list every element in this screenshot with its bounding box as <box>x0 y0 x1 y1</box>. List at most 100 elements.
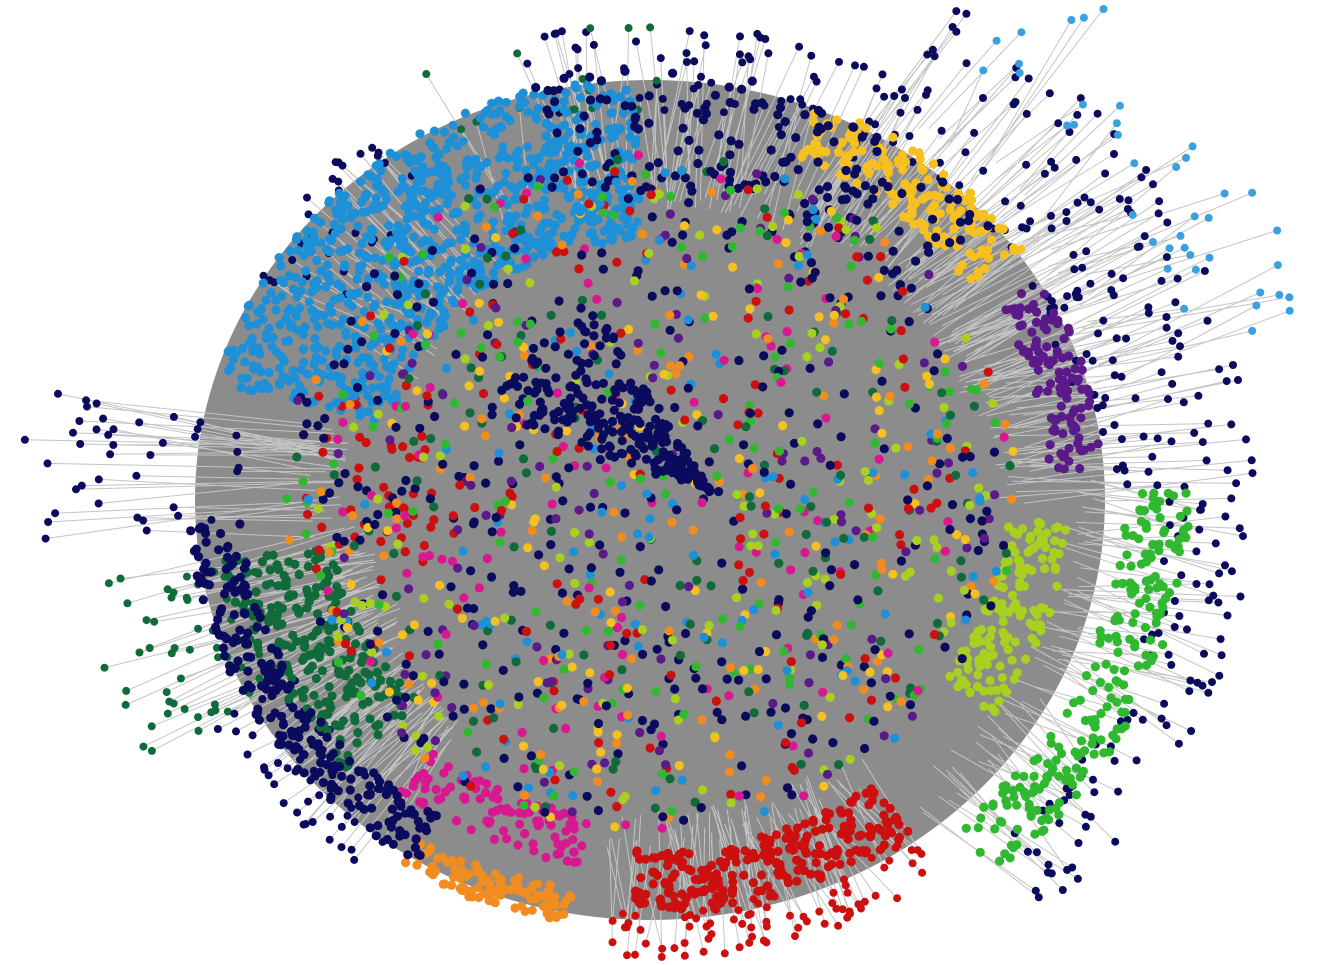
node <box>1047 297 1056 306</box>
node <box>579 111 589 121</box>
node <box>147 722 156 731</box>
node <box>306 735 316 745</box>
node <box>356 690 366 700</box>
node <box>392 695 402 705</box>
node <box>979 686 989 696</box>
node <box>686 866 696 876</box>
node <box>908 158 917 167</box>
node <box>496 527 506 537</box>
node <box>612 738 622 749</box>
node <box>274 759 282 767</box>
node <box>397 711 407 721</box>
node <box>260 379 270 389</box>
node <box>398 701 408 711</box>
node <box>654 746 665 756</box>
node <box>509 581 519 591</box>
edge <box>746 805 767 922</box>
node <box>1104 633 1114 643</box>
node <box>1155 496 1165 506</box>
node <box>675 361 685 371</box>
node <box>522 142 533 152</box>
node <box>264 771 273 780</box>
node <box>901 157 911 167</box>
node <box>317 666 328 676</box>
node <box>456 856 466 866</box>
node <box>848 186 858 196</box>
edge <box>649 27 667 185</box>
node <box>382 297 392 307</box>
node <box>832 845 842 855</box>
node <box>313 421 323 431</box>
node <box>1045 89 1054 98</box>
edge <box>173 506 325 512</box>
node <box>821 413 831 423</box>
node <box>442 175 453 185</box>
node <box>686 181 696 191</box>
node <box>324 626 334 636</box>
node <box>326 783 336 794</box>
node <box>271 347 281 357</box>
node <box>481 510 491 520</box>
node <box>334 158 343 167</box>
edge <box>1088 215 1195 296</box>
node <box>822 181 833 192</box>
node <box>843 888 852 897</box>
node <box>699 874 709 884</box>
node <box>353 728 363 738</box>
node <box>999 540 1009 551</box>
node <box>1046 738 1056 749</box>
node <box>584 529 594 539</box>
node <box>879 444 889 454</box>
node <box>383 508 393 518</box>
node <box>469 461 479 471</box>
node <box>333 657 344 667</box>
node <box>656 348 666 358</box>
node <box>778 421 788 431</box>
node <box>792 876 802 886</box>
node <box>574 64 583 73</box>
node <box>1048 763 1058 774</box>
node <box>503 278 513 289</box>
node <box>1094 329 1102 338</box>
node <box>933 349 943 359</box>
node <box>468 315 478 325</box>
node <box>287 673 297 683</box>
node <box>631 950 639 959</box>
node <box>1058 886 1067 894</box>
node <box>1192 547 1201 556</box>
node <box>334 177 343 186</box>
node <box>551 482 561 492</box>
node <box>511 211 521 221</box>
node <box>404 651 414 661</box>
node <box>997 673 1008 683</box>
node <box>1095 677 1105 688</box>
node <box>774 870 784 880</box>
node <box>1011 98 1020 106</box>
node <box>1024 799 1034 810</box>
node <box>384 221 394 231</box>
node <box>706 860 717 871</box>
node <box>966 274 976 284</box>
node <box>381 662 391 672</box>
node <box>741 711 751 721</box>
edge <box>270 587 376 608</box>
node <box>1152 608 1162 618</box>
node <box>907 196 918 206</box>
node <box>827 859 837 870</box>
node <box>513 880 523 891</box>
node <box>393 221 403 231</box>
node <box>777 456 787 466</box>
node <box>848 122 858 132</box>
node <box>946 618 956 628</box>
node <box>1183 625 1191 634</box>
node <box>1071 763 1081 773</box>
edge <box>1073 217 1209 292</box>
node <box>802 917 811 926</box>
node <box>870 424 880 434</box>
node <box>587 177 597 187</box>
node <box>399 227 409 237</box>
node <box>493 887 503 897</box>
node <box>1025 534 1035 545</box>
node <box>1081 822 1090 831</box>
node <box>1076 736 1087 746</box>
